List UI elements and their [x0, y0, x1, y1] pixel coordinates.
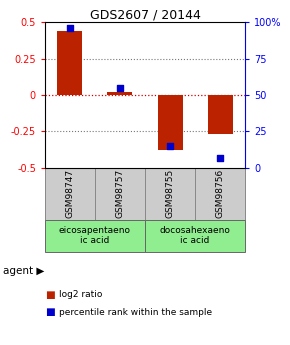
- Point: [68, 26, 72, 31]
- Text: ■: ■: [45, 307, 55, 317]
- Text: ■: ■: [45, 290, 55, 300]
- Bar: [157, 95, 182, 150]
- Point: [168, 143, 172, 149]
- Text: GSM98755: GSM98755: [166, 169, 175, 218]
- Bar: [45, 168, 95, 219]
- Bar: [108, 92, 133, 95]
- Text: docosahexaeno
ic acid: docosahexaeno ic acid: [160, 226, 231, 245]
- Bar: [145, 219, 245, 252]
- Title: GDS2607 / 20144: GDS2607 / 20144: [90, 8, 200, 21]
- Text: percentile rank within the sample: percentile rank within the sample: [59, 308, 213, 317]
- Text: GSM98747: GSM98747: [66, 169, 75, 218]
- Point: [218, 155, 222, 160]
- Bar: [195, 168, 245, 219]
- Text: eicosapentaeno
ic acid: eicosapentaeno ic acid: [59, 226, 131, 245]
- Bar: [57, 31, 82, 95]
- Bar: [145, 168, 195, 219]
- Text: GSM98756: GSM98756: [215, 169, 224, 218]
- Point: [118, 85, 122, 91]
- Text: GSM98757: GSM98757: [115, 169, 124, 218]
- Bar: [208, 95, 233, 135]
- Text: agent ▶: agent ▶: [3, 266, 44, 276]
- Bar: [95, 168, 145, 219]
- Bar: [45, 219, 145, 252]
- Text: log2 ratio: log2 ratio: [59, 290, 103, 299]
